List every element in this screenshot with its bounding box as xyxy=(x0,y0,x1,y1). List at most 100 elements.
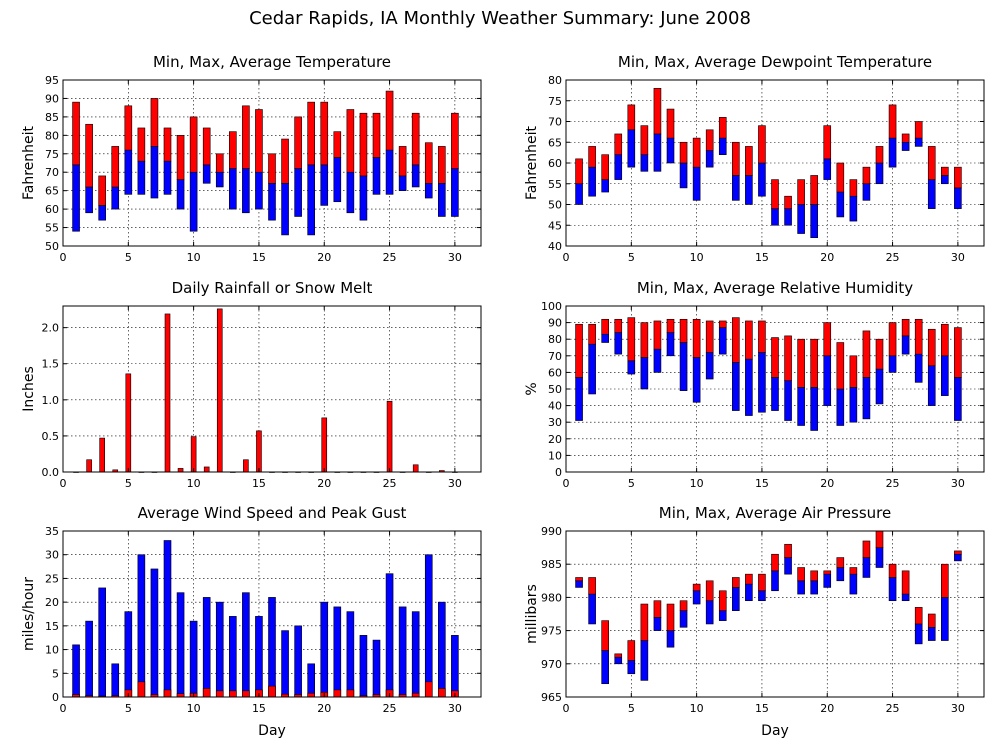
humidity-xtick-label: 0 xyxy=(563,477,570,490)
wind-bar-peak-gust xyxy=(150,568,159,698)
wind-bar-peak-gust xyxy=(189,620,198,698)
pressure-bar-min-avg xyxy=(941,597,949,641)
humidity-bar-min-avg xyxy=(784,380,792,421)
pressure-bar-avg-max xyxy=(601,620,609,651)
dewpoint-bar-min-avg xyxy=(679,162,688,189)
temperature-xtick-label: 15 xyxy=(252,251,266,264)
pressure-ytick-label: 970 xyxy=(541,658,562,671)
pressure-bar-min-avg xyxy=(666,630,675,648)
wind-xtick-label: 15 xyxy=(252,702,266,715)
wind-xtick-label: 0 xyxy=(60,702,67,715)
pressure-ytick-label: 965 xyxy=(541,691,562,704)
temperature-bar-avg-max xyxy=(451,112,459,169)
humidity-bar-avg-max xyxy=(718,320,727,328)
humidity-bar-avg-max xyxy=(653,320,662,350)
temperature-ytick-label: 70 xyxy=(45,166,59,179)
pressure-bar-avg-max xyxy=(588,577,596,595)
temperature-bar-avg-max xyxy=(268,153,276,184)
temperature-bar-min-avg xyxy=(451,168,459,217)
rainfall-xtick-label: 5 xyxy=(125,477,132,490)
dewpoint-bar-min-avg xyxy=(862,183,871,201)
pressure-bar-min-avg xyxy=(810,580,818,595)
rainfall-xtick-label: 15 xyxy=(252,477,266,490)
pressure-bar-min-avg xyxy=(862,557,871,578)
wind-ytick-label: 5 xyxy=(52,667,59,680)
dewpoint-bar-avg-max xyxy=(745,146,753,176)
humidity-bar-min-avg xyxy=(653,348,662,373)
rainfall-ytick-label: 0.0 xyxy=(42,466,60,479)
temperature-bar-min-avg xyxy=(176,179,185,210)
temperature-bar-min-avg xyxy=(411,164,420,188)
humidity-bar-min-avg xyxy=(888,355,897,373)
rainfall-title: Daily Rainfall or Snow Melt xyxy=(172,279,373,297)
wind-bar-average-wind-speed xyxy=(242,690,250,698)
pressure-bar-avg-max xyxy=(718,590,727,611)
dewpoint-bar-min-avg xyxy=(614,154,623,180)
temperature-xtick-label: 20 xyxy=(317,251,331,264)
wind-xtick-label: 5 xyxy=(125,702,132,715)
wind-bar-peak-gust xyxy=(229,616,237,698)
humidity-xtick-label: 15 xyxy=(755,477,769,490)
dewpoint-bar-avg-max xyxy=(705,129,714,151)
rainfall-panel: Daily Rainfall or Snow Melt 0.0 0.5 1.0 1.5 2… xyxy=(21,279,482,490)
pressure-bar-min-avg xyxy=(875,547,884,568)
dewpoint-bar-min-avg xyxy=(927,179,936,209)
temperature-bar-avg-max xyxy=(215,153,224,173)
pressure-ytick-label: 975 xyxy=(541,625,562,638)
humidity-bar-min-avg xyxy=(758,352,766,413)
wind-ytick-label: 35 xyxy=(45,525,59,538)
dewpoint-xtick-label: 15 xyxy=(755,251,769,264)
humidity-ylabel: % xyxy=(524,382,540,395)
dewpoint-bar-avg-max xyxy=(653,88,662,135)
temperature-bar-avg-max xyxy=(398,146,407,177)
pressure-xtick-label: 5 xyxy=(628,702,635,715)
pressure-bar-min-avg xyxy=(849,573,858,595)
pressure-bar-avg-max xyxy=(614,653,623,658)
dewpoint-ytick-label: 60 xyxy=(548,157,562,170)
dewpoint-bar-avg-max xyxy=(614,133,623,155)
temperature-bar-min-avg xyxy=(189,171,198,232)
rainfall-bar xyxy=(190,436,197,473)
rainfall-bar xyxy=(86,459,92,473)
wind-bar-peak-gust xyxy=(85,620,93,698)
dewpoint-bar-min-avg xyxy=(849,195,858,222)
pressure-bar-min-avg xyxy=(836,567,845,582)
temperature-bar-avg-max xyxy=(294,116,302,169)
pressure-bar-min-avg xyxy=(888,577,897,602)
dewpoint-xtick-label: 5 xyxy=(628,251,635,264)
temperature-bar-avg-max xyxy=(98,175,106,206)
pressure-bar-avg-max xyxy=(627,640,636,661)
temperature-bar-avg-max xyxy=(307,101,315,166)
wind-bar-peak-gust xyxy=(346,611,355,698)
dewpoint-ytick-label: 80 xyxy=(548,74,562,87)
wind-title: Average Wind Speed and Peak Gust xyxy=(138,504,407,522)
temperature-bar-avg-max xyxy=(229,131,237,169)
temperature-bar-min-avg xyxy=(98,205,106,221)
dewpoint-bar-avg-max xyxy=(914,121,923,139)
humidity-bar-avg-max xyxy=(627,317,636,362)
rainfall-ytick-label: 0.5 xyxy=(42,430,60,443)
humidity-bar-avg-max xyxy=(823,322,832,357)
temperature-bar-avg-max xyxy=(176,135,185,180)
wind-bar-peak-gust xyxy=(163,540,172,698)
humidity-bar-avg-max xyxy=(588,323,596,345)
wind-ytick-label: 15 xyxy=(45,620,59,633)
pressure-bar-avg-max xyxy=(575,577,583,582)
humidity-bar-min-avg xyxy=(927,365,936,406)
humidity-bar-min-avg xyxy=(640,357,649,390)
dewpoint-bar-avg-max xyxy=(797,179,805,205)
pressure-bar-min-avg xyxy=(797,580,805,595)
temperature-plot-frame xyxy=(62,79,482,247)
rainfall-bar xyxy=(203,466,210,473)
humidity-bar-avg-max xyxy=(771,337,779,378)
humidity-bar-avg-max xyxy=(927,328,936,367)
humidity-ytick-label: 20 xyxy=(548,433,562,446)
temperature-bar-avg-max xyxy=(411,112,420,166)
pressure-bar-avg-max xyxy=(849,567,858,575)
pressure-ytick-label: 980 xyxy=(541,591,562,604)
humidity-bar-avg-max xyxy=(679,318,688,343)
wind-bar-peak-gust xyxy=(385,573,394,698)
humidity-bar-avg-max xyxy=(914,318,923,355)
dewpoint-bar-min-avg xyxy=(732,175,740,201)
dewpoint-bar-avg-max xyxy=(679,141,688,164)
